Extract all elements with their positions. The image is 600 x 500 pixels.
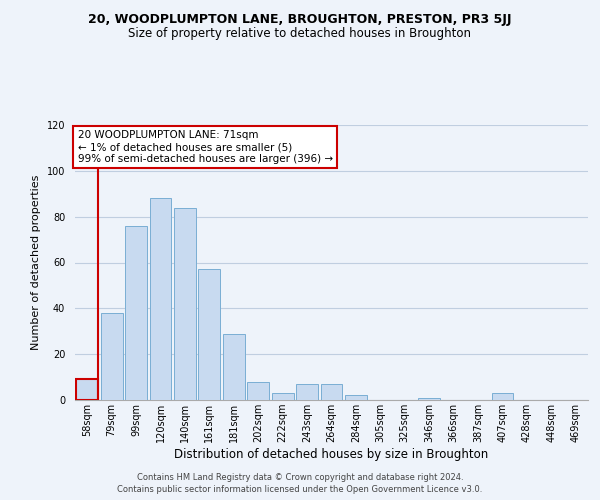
Bar (247, 382, 269, 400)
Bar (223, 334, 245, 400)
Bar (320, 384, 343, 400)
Bar (101, 313, 122, 400)
Bar (491, 393, 514, 400)
Bar (296, 384, 318, 400)
Bar (125, 226, 147, 400)
X-axis label: Distribution of detached houses by size in Broughton: Distribution of detached houses by size … (175, 448, 488, 461)
Text: Size of property relative to detached houses in Broughton: Size of property relative to detached ho… (128, 28, 472, 40)
Bar (199, 270, 220, 400)
Text: Contains public sector information licensed under the Open Government Licence v3: Contains public sector information licen… (118, 485, 482, 494)
Text: 20, WOODPLUMPTON LANE, BROUGHTON, PRESTON, PR3 5JJ: 20, WOODPLUMPTON LANE, BROUGHTON, PRESTO… (88, 12, 512, 26)
Bar (174, 208, 196, 400)
Bar (345, 396, 367, 400)
Bar (418, 398, 440, 400)
Text: 20 WOODPLUMPTON LANE: 71sqm
← 1% of detached houses are smaller (5)
99% of semi-: 20 WOODPLUMPTON LANE: 71sqm ← 1% of deta… (77, 130, 332, 164)
Bar (76, 380, 98, 400)
Y-axis label: Number of detached properties: Number of detached properties (31, 175, 41, 350)
Bar (149, 198, 172, 400)
Text: Contains HM Land Registry data © Crown copyright and database right 2024.: Contains HM Land Registry data © Crown c… (137, 472, 463, 482)
Bar (272, 393, 293, 400)
